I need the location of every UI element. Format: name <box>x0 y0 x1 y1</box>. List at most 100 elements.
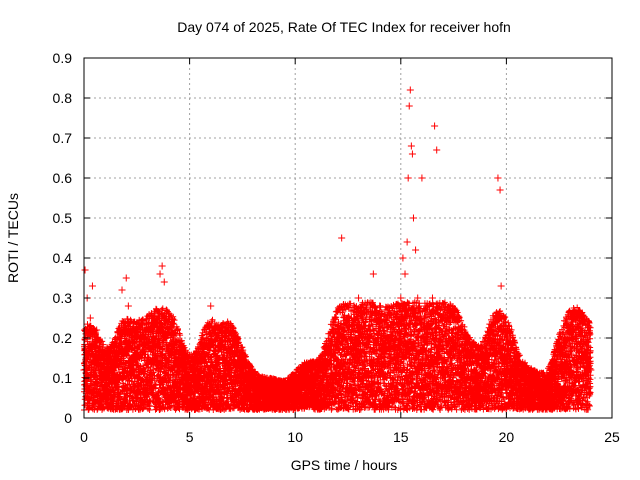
y-tick-label: 0.4 <box>53 250 73 266</box>
y-tick-label: 0.1 <box>53 370 73 386</box>
roti-point <box>407 142 415 150</box>
roti-point <box>406 86 414 94</box>
roti-point <box>217 374 225 382</box>
roti-point <box>414 294 422 302</box>
roti-point <box>431 122 439 130</box>
roti-point <box>224 318 232 326</box>
roti-point <box>126 370 134 378</box>
roti-point <box>401 270 409 278</box>
y-tick-label: 0.6 <box>53 170 73 186</box>
roti-point <box>160 278 168 286</box>
roti-point <box>450 334 458 342</box>
roti-point <box>124 302 132 310</box>
roti-point <box>238 378 246 386</box>
roti-point <box>333 334 341 342</box>
roti-point <box>496 186 504 194</box>
roti-point <box>587 366 595 374</box>
roti-point <box>86 314 94 322</box>
x-tick-label: 0 <box>80 429 88 445</box>
axis-ticks: 0 0.1 0.2 0.3 0.4 0.5 0.6 0.7 0.8 0.9 0 5 10 15 20 25 <box>53 50 620 445</box>
roti-point <box>369 270 377 278</box>
roti-point <box>118 286 126 294</box>
roti-point <box>497 282 505 290</box>
roti-point <box>365 334 373 342</box>
roti-point <box>260 390 268 398</box>
roti-point <box>143 358 151 366</box>
roti-point <box>481 374 489 382</box>
roti-point <box>232 366 240 374</box>
roti-point <box>175 362 183 370</box>
roti-point <box>513 374 521 382</box>
roti-point <box>433 146 441 154</box>
roti-point <box>88 282 96 290</box>
roti-point <box>399 254 407 262</box>
roti-point <box>312 382 320 390</box>
y-tick-label: 0.2 <box>53 330 73 346</box>
y-tick-label: 0.7 <box>53 130 73 146</box>
x-axis-label: GPS time / hours <box>291 457 398 473</box>
roti-point <box>291 386 299 394</box>
roti-point <box>158 262 166 270</box>
roti-point <box>112 362 120 370</box>
roti-point <box>196 366 204 374</box>
roti-point <box>404 174 412 182</box>
y-tick-label: 0.3 <box>53 290 73 306</box>
roti-point <box>156 270 164 278</box>
roti-point <box>534 386 542 394</box>
roti-point <box>93 326 101 334</box>
roti-point <box>91 342 99 350</box>
roti-point <box>148 310 156 318</box>
roti-point <box>338 234 346 242</box>
roti-point <box>545 390 553 398</box>
roti-point <box>583 342 591 350</box>
roti-point <box>492 342 500 350</box>
plot-frame <box>83 57 613 419</box>
y-tick-label: 0.5 <box>53 210 73 226</box>
y-tick-label: 0.9 <box>53 50 73 66</box>
roti-point <box>97 378 105 386</box>
chart-title: Day 074 of 2025, Rate Of TEC Index for r… <box>177 19 511 35</box>
roti-point <box>555 366 563 374</box>
roti-point <box>323 366 331 374</box>
roti-point <box>566 334 574 342</box>
x-tick-label: 20 <box>499 429 515 445</box>
roti-point <box>162 306 170 314</box>
roti-point <box>81 266 89 274</box>
roti-point <box>408 150 416 158</box>
y-axis-label: ROTI / TECUs <box>5 193 21 283</box>
roti-point <box>281 394 289 402</box>
x-tick-label: 5 <box>186 429 194 445</box>
roti-point <box>576 326 584 334</box>
roti-point <box>249 386 257 394</box>
roti-point <box>228 334 236 342</box>
roti-point <box>428 294 436 302</box>
x-tick-label: 25 <box>604 429 620 445</box>
roti-point <box>181 374 189 382</box>
x-tick-label: 15 <box>393 429 409 445</box>
roti-point <box>393 314 401 322</box>
roti-point <box>105 374 113 382</box>
roti-point <box>133 354 141 362</box>
roti-point <box>355 294 363 302</box>
roti-point <box>376 302 384 310</box>
roti-point <box>164 350 172 358</box>
roti-point <box>344 314 352 322</box>
roti-point <box>418 174 426 182</box>
roti-point <box>494 174 502 182</box>
roti-point <box>101 386 109 394</box>
roti-point <box>562 342 570 350</box>
roti-point <box>207 302 215 310</box>
roti-point <box>122 274 130 282</box>
roti-point <box>139 334 147 342</box>
roti-point <box>403 238 411 246</box>
roti-point <box>460 354 468 362</box>
roti-point <box>405 102 413 110</box>
roti-point <box>471 366 479 374</box>
roti-point <box>422 302 430 310</box>
roti-point <box>439 302 447 310</box>
roti-point <box>409 214 417 222</box>
roti-point <box>154 342 162 350</box>
roti-point <box>416 326 424 334</box>
roti-point <box>502 354 510 362</box>
